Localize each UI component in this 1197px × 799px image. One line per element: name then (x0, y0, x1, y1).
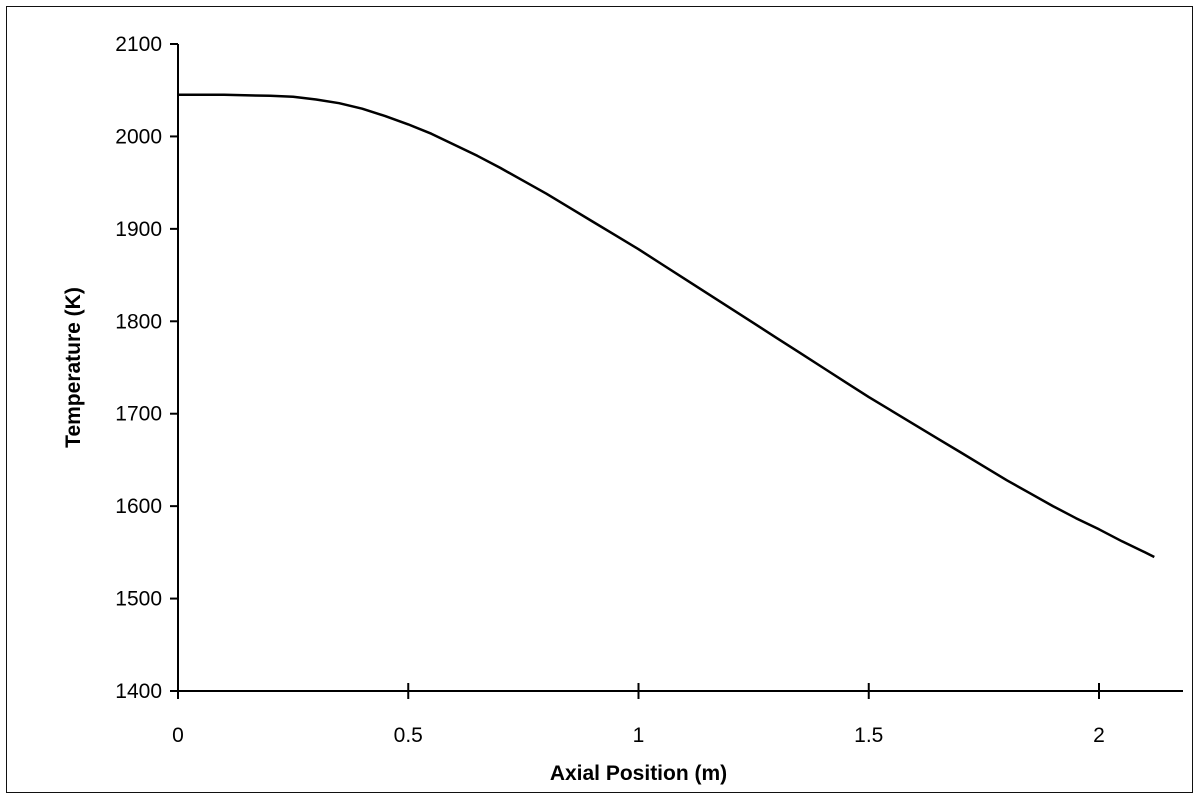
x-tick-label: 1.5 (854, 724, 883, 747)
y-tick-label: 1500 (115, 588, 162, 611)
y-axis-title: Temperature (K) (62, 287, 85, 448)
series-layer (178, 93, 1155, 559)
y-tick-label: 1600 (115, 495, 162, 518)
y-ticks: 1400 1500 1600 1700 1800 1900 2000 2100 (115, 33, 178, 703)
x-axis-title: Axial Position (m) (550, 762, 727, 785)
y-tick-label: 2000 (115, 125, 162, 148)
x-tick-label: 0 (172, 724, 184, 747)
y-tick-label: 1700 (115, 403, 162, 426)
x-tick-label: 1 (633, 724, 645, 747)
chart-frame (6, 6, 1193, 793)
y-tick-label: 1400 (115, 680, 162, 703)
y-tick-label: 1800 (115, 310, 162, 333)
y-tick-label: 2100 (115, 33, 162, 56)
y-tick-label: 1900 (115, 218, 162, 241)
series-line (178, 93, 1155, 559)
x-ticks: 0 0.5 1 1.5 2 (172, 683, 1105, 747)
x-tick-label: 2 (1093, 724, 1105, 747)
axes (177, 44, 1183, 692)
x-tick-label: 0.5 (394, 724, 423, 747)
